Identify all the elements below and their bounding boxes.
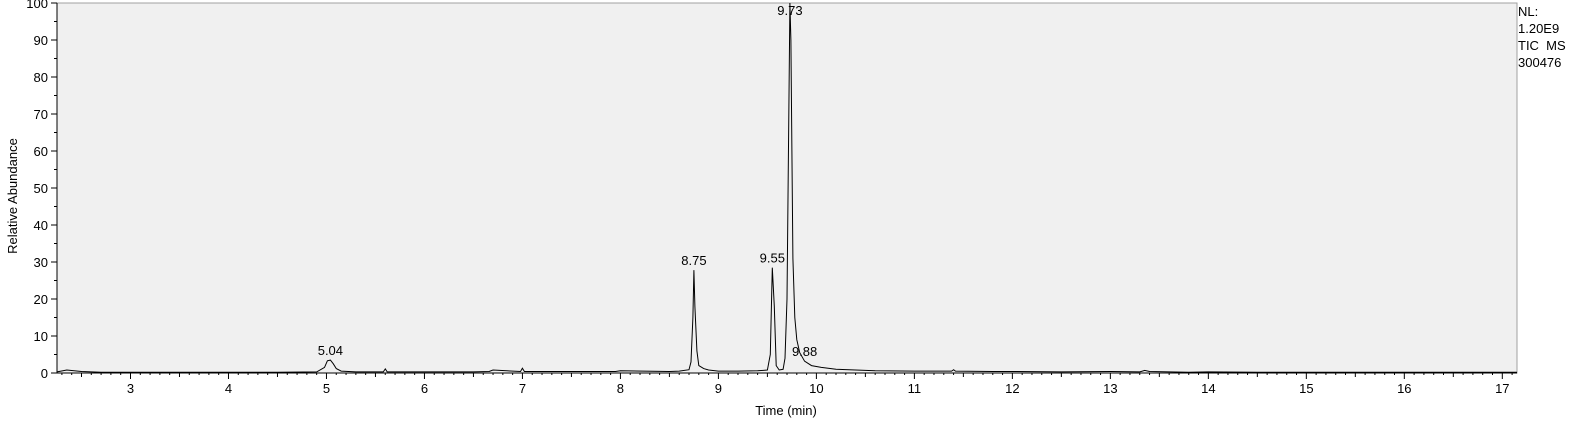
x-tick-label: 13: [1103, 381, 1117, 396]
x-axis-title: Time (min): [755, 403, 817, 418]
y-tick-label: 10: [34, 329, 48, 344]
x-tick-label: 6: [421, 381, 428, 396]
x-axis: 3 4 5 6 7 8 9 10 11 12 13 14 15 16 17: [57, 372, 1517, 396]
peak-label: 9.88: [792, 344, 817, 359]
x-tick-label: 16: [1397, 381, 1411, 396]
x-tick-label: 14: [1201, 381, 1215, 396]
y-tick-label: 20: [34, 292, 48, 307]
peak-label: 9.55: [760, 251, 785, 266]
x-tick-label: 12: [1005, 381, 1019, 396]
nl-label: NL:: [1518, 4, 1539, 19]
plot-area: [56, 2, 1518, 374]
x-tick-label: 3: [127, 381, 134, 396]
x-tick-label: 15: [1299, 381, 1313, 396]
normalization-info: NL: 1.20E9 TIC MS 300476: [1518, 3, 1566, 71]
y-tick-label: 40: [34, 218, 48, 233]
peak-label: 8.75: [681, 253, 706, 268]
peak-label: 9.73: [777, 3, 802, 18]
nl-value: 1.20E9: [1518, 21, 1560, 36]
peak-labels: 5.04 8.75 9.55 9.73 9.88: [318, 3, 818, 359]
y-tick-label: 80: [34, 70, 48, 85]
y-tick-label: 50: [34, 181, 48, 196]
x-tick-label: 4: [225, 381, 232, 396]
y-tick-label: 0: [41, 366, 48, 381]
x-tick-label: 9: [715, 381, 722, 396]
x-tick-label: 10: [809, 381, 823, 396]
y-tick-label: 100: [26, 0, 48, 11]
y-tick-label: 30: [34, 255, 48, 270]
x-tick-label: 7: [519, 381, 526, 396]
x-tick-label: 11: [908, 381, 922, 396]
x-tick-label: 8: [617, 381, 624, 396]
tic-trace-line: [56, 2, 1517, 373]
x-tick-label: 5: [323, 381, 330, 396]
sample-id: 300476: [1518, 55, 1562, 70]
scan-filter: TIC MS: [1518, 38, 1566, 53]
y-axis-title: Relative Abundance: [5, 138, 20, 254]
y-tick-label: 60: [34, 144, 48, 159]
y-tick-label: 70: [34, 107, 48, 122]
x-tick-label: 17: [1495, 381, 1509, 396]
y-axis: 0 10 20 30 40 50 60 70 80 90 100: [26, 0, 58, 381]
y-tick-label: 90: [34, 33, 48, 48]
peak-label: 5.04: [318, 343, 343, 358]
